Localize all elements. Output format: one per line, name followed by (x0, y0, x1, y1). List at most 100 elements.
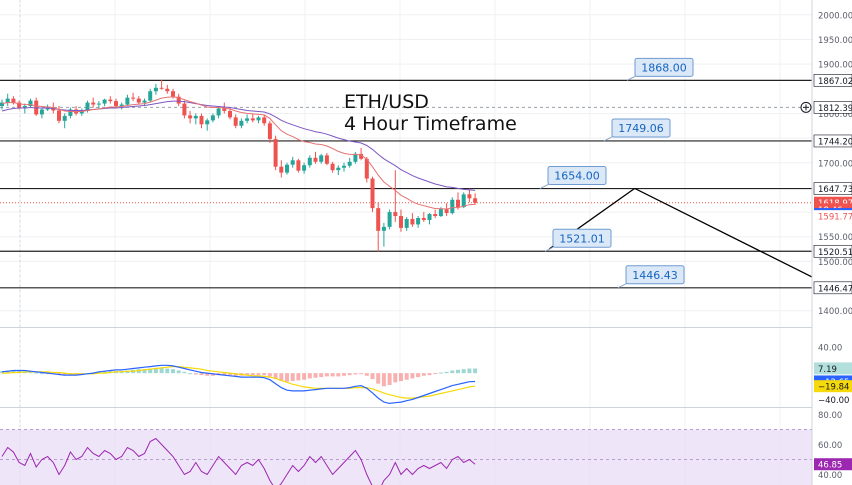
candle-body[interactable] (307, 157, 312, 166)
candle-body[interactable] (262, 117, 267, 124)
macd-histogram-bar (387, 373, 392, 385)
candle-body[interactable] (131, 97, 136, 99)
candle-body[interactable] (114, 101, 118, 107)
macd-histogram-bar (393, 373, 398, 383)
candle-body[interactable] (347, 161, 352, 166)
candle-body[interactable] (313, 157, 318, 162)
candle-body[interactable] (404, 218, 409, 228)
candle-body[interactable] (421, 218, 426, 220)
candle-body[interactable] (210, 115, 215, 121)
candle-body[interactable] (0, 102, 4, 107)
candle-body[interactable] (324, 155, 329, 164)
price-axis[interactable]: 2000.001950.001900.001800.001750.001700.… (800, 0, 852, 485)
price-tick-label: 1800.00 (818, 110, 852, 120)
candle-body[interactable] (11, 98, 16, 103)
macd-histogram-bar (233, 373, 238, 376)
macd-histogram-bar (159, 367, 164, 374)
candle-body[interactable] (17, 102, 22, 108)
candle-body[interactable] (399, 216, 403, 228)
macd-histogram-bar (410, 373, 415, 379)
candle-body[interactable] (427, 214, 432, 220)
candle-body[interactable] (330, 163, 335, 171)
candle-body[interactable] (456, 199, 460, 208)
candle-body[interactable] (233, 117, 238, 126)
candle-body[interactable] (165, 88, 170, 92)
candle-body[interactable] (256, 117, 261, 121)
candle-body[interactable] (336, 167, 341, 171)
candle-body[interactable] (193, 115, 198, 119)
rsi-pane[interactable] (0, 429, 812, 485)
macd-histogram-bar (171, 369, 175, 374)
candle-body[interactable] (222, 108, 227, 111)
candle-body[interactable] (85, 102, 90, 111)
candle-body[interactable] (416, 218, 421, 225)
candle-body[interactable] (119, 104, 124, 107)
candle-body[interactable] (171, 91, 175, 97)
candle-body[interactable] (239, 120, 244, 126)
candle-body[interactable] (438, 209, 443, 217)
candle-body[interactable] (182, 103, 187, 116)
candle-body[interactable] (62, 115, 67, 121)
macd-histogram-bar (353, 373, 358, 375)
candle-body[interactable] (216, 108, 221, 116)
candle-body[interactable] (376, 208, 381, 231)
rsi-band (0, 429, 812, 485)
candle-body[interactable] (450, 199, 455, 214)
candle-body[interactable] (370, 178, 375, 209)
candle-body[interactable] (467, 194, 472, 199)
macd-histogram-bar (102, 371, 107, 374)
candle-body[interactable] (461, 194, 466, 208)
candle-body[interactable] (433, 214, 438, 217)
candle-body[interactable] (39, 109, 44, 115)
candle-body[interactable] (444, 209, 449, 214)
candle-body[interactable] (102, 99, 107, 104)
level-lines-layer (0, 79, 812, 289)
rsi-value-tag: 46.85 (818, 461, 842, 471)
candle-body[interactable] (359, 153, 364, 159)
candle-body[interactable] (393, 212, 398, 217)
candle-body[interactable] (91, 102, 96, 105)
candle-body[interactable] (302, 165, 307, 171)
candle-body[interactable] (387, 212, 392, 227)
candle-body[interactable] (176, 96, 181, 104)
candle-body[interactable] (342, 165, 346, 168)
candle-body[interactable] (250, 118, 255, 121)
candle-body[interactable] (319, 155, 324, 162)
candle-body[interactable] (28, 100, 33, 107)
candle-body[interactable] (136, 98, 141, 103)
candle-body[interactable] (108, 99, 113, 102)
candle-body[interactable] (142, 100, 147, 103)
candle-body[interactable] (290, 160, 295, 165)
candle-body[interactable] (353, 153, 358, 162)
candle-body[interactable] (96, 103, 101, 105)
candle-body[interactable] (205, 120, 210, 125)
candle-body[interactable] (364, 158, 369, 179)
candle-body[interactable] (279, 166, 284, 173)
macd-histogram-bar (22, 371, 27, 374)
candle-body[interactable] (296, 160, 301, 171)
candle-body[interactable] (473, 198, 478, 203)
candles-layer[interactable] (0, 79, 478, 252)
macd-histogram-bar (433, 373, 438, 375)
candle-body[interactable] (79, 110, 84, 114)
candle-body[interactable] (22, 106, 27, 108)
candle-body[interactable] (45, 107, 50, 110)
candle-body[interactable] (125, 97, 130, 105)
candle-body[interactable] (68, 109, 73, 116)
candle-body[interactable] (245, 118, 250, 121)
candle-body[interactable] (199, 115, 204, 125)
candle-body[interactable] (159, 87, 164, 89)
candle-body[interactable] (57, 110, 61, 121)
candle-body[interactable] (273, 139, 278, 167)
candle-body[interactable] (153, 87, 158, 92)
candle-body[interactable] (148, 91, 153, 101)
candle-body[interactable] (228, 110, 232, 118)
macd-histogram-bar (399, 373, 403, 382)
candle-body[interactable] (188, 115, 193, 119)
candle-body[interactable] (5, 98, 10, 103)
candle-body[interactable] (285, 164, 289, 173)
macd-pane[interactable] (0, 364, 478, 405)
candle-body[interactable] (381, 226, 386, 231)
candle-body[interactable] (267, 123, 272, 140)
candle-body[interactable] (410, 218, 415, 225)
